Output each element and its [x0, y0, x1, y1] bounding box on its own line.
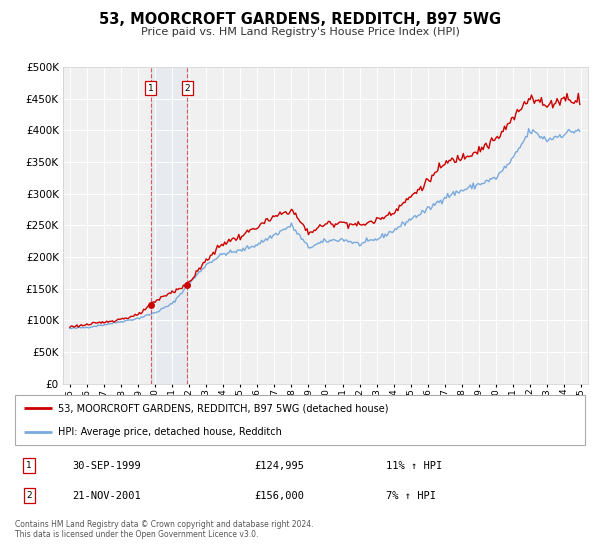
Text: 1: 1: [148, 83, 154, 92]
Text: 53, MOORCROFT GARDENS, REDDITCH, B97 5WG: 53, MOORCROFT GARDENS, REDDITCH, B97 5WG: [99, 12, 501, 27]
Text: £124,995: £124,995: [254, 461, 304, 470]
Bar: [151, 67, 187, 384]
Text: 7% ↑ HPI: 7% ↑ HPI: [386, 491, 436, 501]
Text: 11% ↑ HPI: 11% ↑ HPI: [386, 461, 442, 470]
Text: 21-NOV-2001: 21-NOV-2001: [72, 491, 141, 501]
Text: 2: 2: [26, 491, 32, 501]
Text: HPI: Average price, detached house, Redditch: HPI: Average price, detached house, Redd…: [58, 427, 281, 437]
Text: £156,000: £156,000: [254, 491, 304, 501]
Text: 2: 2: [185, 83, 190, 92]
Text: Price paid vs. HM Land Registry's House Price Index (HPI): Price paid vs. HM Land Registry's House …: [140, 27, 460, 37]
Text: 30-SEP-1999: 30-SEP-1999: [72, 461, 141, 470]
Text: Contains HM Land Registry data © Crown copyright and database right 2024.
This d: Contains HM Land Registry data © Crown c…: [15, 520, 314, 539]
Text: 53, MOORCROFT GARDENS, REDDITCH, B97 5WG (detached house): 53, MOORCROFT GARDENS, REDDITCH, B97 5WG…: [58, 403, 388, 413]
Text: 1: 1: [26, 461, 32, 470]
FancyBboxPatch shape: [15, 395, 585, 445]
